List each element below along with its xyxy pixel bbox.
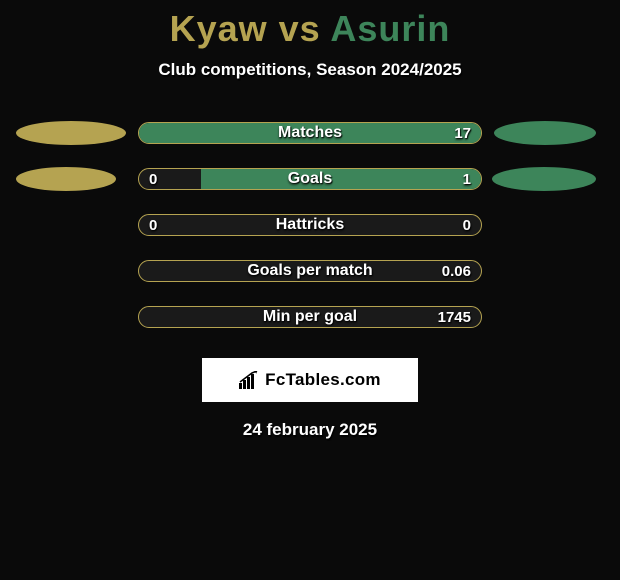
player1-ellipse	[16, 167, 116, 191]
stat-label: Hattricks	[139, 215, 481, 235]
stat-row: 00Hattricks	[0, 202, 620, 248]
stat-label: Min per goal	[139, 307, 481, 327]
stat-bar: 17Matches	[138, 122, 482, 144]
stat-label: Matches	[139, 123, 481, 143]
player2-ellipse	[492, 167, 596, 191]
player2-ellipse	[494, 121, 596, 145]
brand-chart-icon	[239, 371, 259, 389]
left-spacer	[10, 121, 130, 145]
stat-bar: 00Hattricks	[138, 214, 482, 236]
title-vs: vs	[279, 8, 321, 49]
stat-row: 1745Min per goal	[0, 294, 620, 340]
player1-name: Kyaw	[170, 8, 268, 49]
stat-row: 01Goals	[0, 156, 620, 202]
page-title: Kyaw vs Asurin	[0, 0, 620, 50]
stat-bar: 0.06Goals per match	[138, 260, 482, 282]
right-spacer	[490, 121, 610, 145]
player1-ellipse	[16, 121, 126, 145]
stat-bar: 01Goals	[138, 168, 482, 190]
right-spacer	[490, 167, 610, 191]
stat-bar: 1745Min per goal	[138, 306, 482, 328]
brand-text: FcTables.com	[265, 370, 381, 390]
comparison-card: Kyaw vs Asurin Club competitions, Season…	[0, 0, 620, 580]
player2-name: Asurin	[330, 8, 450, 49]
stats-rows: 17Matches 01Goals 00Hattricks 0.06Goals per…	[0, 110, 620, 340]
stat-row: 17Matches	[0, 110, 620, 156]
subtitle: Club competitions, Season 2024/2025	[0, 60, 620, 80]
brand-box[interactable]: FcTables.com	[202, 358, 418, 402]
stat-label: Goals per match	[139, 261, 481, 281]
left-spacer	[10, 167, 130, 191]
stat-label: Goals	[139, 169, 481, 189]
date-text: 24 february 2025	[0, 420, 620, 440]
stat-row: 0.06Goals per match	[0, 248, 620, 294]
